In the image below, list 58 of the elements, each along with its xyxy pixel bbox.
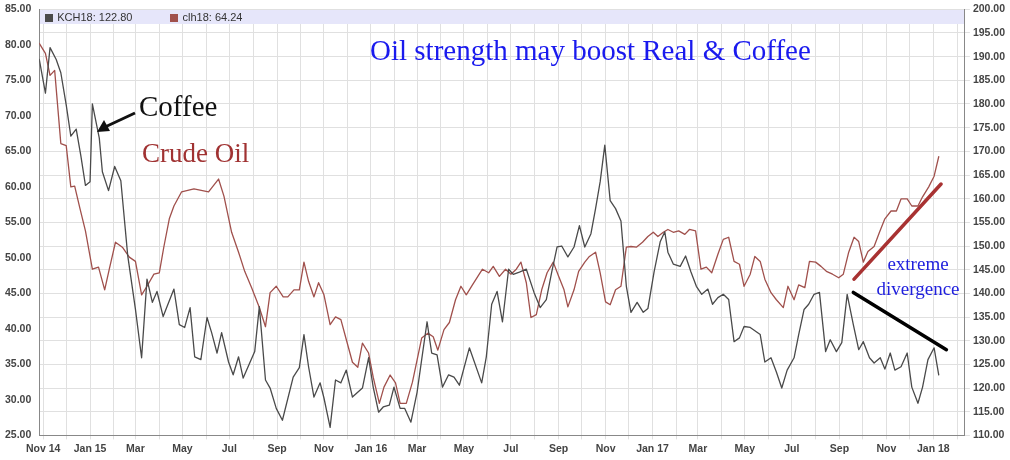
x-tick-label: Nov 14	[25, 441, 61, 454]
x-tick-label: Sep	[549, 441, 569, 454]
y2-tick-label: 155.00	[972, 215, 1006, 228]
y2-tick-label: 125.00	[972, 357, 1006, 370]
y-tick-label: 25.00	[4, 428, 32, 441]
annotation: Coffee	[139, 90, 218, 122]
y2-tick-label: 200.00	[972, 2, 1006, 15]
legend-label: clh18: 64.24	[182, 11, 243, 24]
x-tick-label: May	[172, 441, 193, 454]
x-tick-label: Sep	[829, 441, 850, 454]
y2-tick-label: 135.00	[972, 309, 1006, 322]
x-tick-label: Jul	[784, 441, 800, 454]
y-tick-label: 30.00	[4, 392, 32, 405]
x-tick-label: Jan 17	[636, 441, 669, 454]
x-tick-label: Jan 16	[354, 441, 388, 454]
x-tick-label: Jul	[503, 441, 519, 454]
y2-tick-label: 150.00	[972, 238, 1006, 251]
y-tick-label: 35.00	[4, 357, 32, 370]
y2-tick-label: 190.00	[972, 49, 1006, 62]
y2-tick-label: 170.00	[972, 144, 1006, 157]
y2-tick-label: 115.00	[972, 404, 1005, 417]
x-tick-label: Mar	[407, 441, 427, 454]
annotation: extreme divergence	[875, 252, 961, 301]
y2-tick-label: 180.00	[972, 96, 1006, 109]
x-tick-label: May	[453, 441, 475, 454]
x-tick-label: May	[734, 441, 756, 454]
x-tick-label: Nov	[314, 441, 335, 454]
y-tick-label: 55.00	[4, 215, 32, 228]
y2-tick-label: 165.00	[972, 167, 1006, 180]
annotation: Crude Oil	[142, 138, 250, 168]
y-tick-label: 45.00	[4, 286, 32, 299]
y2-tick-label: 130.00	[972, 333, 1006, 346]
x-tick-label: Jan 15	[73, 441, 107, 454]
y-tick-label: 70.00	[4, 108, 32, 121]
x-tick-label: Mar	[126, 441, 145, 454]
y2-tick-label: 110.00	[972, 428, 1005, 441]
y2-tick-label: 175.00	[972, 120, 1006, 133]
y2-tick-label: 185.00	[972, 73, 1006, 86]
x-tick-label: Jul	[221, 441, 237, 454]
y-tick-label: 65.00	[4, 144, 32, 157]
y-tick-label: 40.00	[4, 321, 32, 334]
y-tick-label: 60.00	[4, 179, 32, 192]
x-tick-label: Sep	[267, 441, 287, 454]
x-tick-label: Mar	[688, 441, 708, 454]
y-tick-label: 75.00	[4, 73, 32, 86]
y2-tick-label: 160.00	[972, 191, 1006, 204]
legend-label: KCH18: 122.80	[57, 11, 133, 24]
y2-tick-label: 195.00	[972, 25, 1006, 38]
y2-tick-label: 145.00	[972, 262, 1006, 275]
y2-tick-label: 120.00	[972, 380, 1006, 393]
y-tick-label: 80.00	[4, 37, 32, 50]
x-tick-label: Nov	[876, 441, 897, 454]
x-tick-label: Jan 18	[916, 441, 950, 454]
y-tick-label: 85.00	[4, 2, 32, 15]
y2-tick-label: 140.00	[972, 286, 1006, 299]
x-tick-label: Nov	[595, 441, 616, 454]
text: Oil strength may boost Real & Coffee	[370, 34, 811, 66]
y-tick-label: 50.00	[4, 250, 32, 263]
